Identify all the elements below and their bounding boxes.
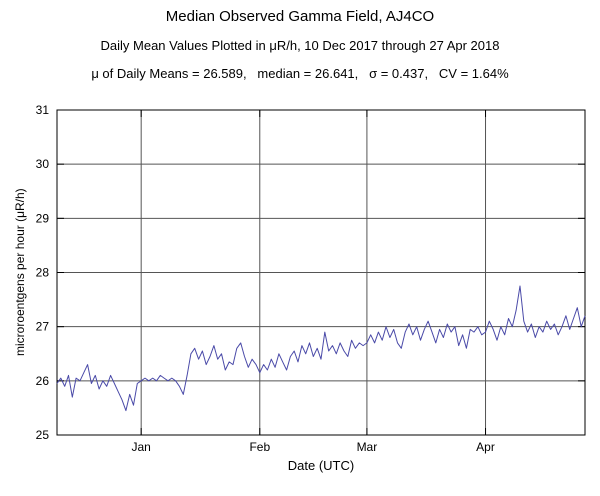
plot-border [56,109,586,436]
y-tick-label: 31 [36,103,50,117]
data-line [56,285,586,412]
chart-title: Median Observed Gamma Field, AJ4CO [165,8,435,25]
y-tick-label: 29 [36,211,50,225]
chart-subtitle: Daily Mean Values Plotted in μR/h, 10 De… [100,38,500,53]
x-axis-label: Date (UTC) [287,458,355,473]
y-tick-label: 28 [36,266,50,280]
chart-stats-line: μ of Daily Means = 26.589, median = 26.6… [91,66,509,81]
x-tick-label: Apr [476,440,495,454]
y-tick-label: 27 [36,320,50,334]
y-tick-label: 26 [36,374,50,388]
y-tick-label: 30 [36,157,50,171]
x-tick-label: Feb [249,440,270,454]
x-tick-label: Jan [131,440,150,454]
y-axis-label: microroentgens per hour (μR/h) [13,188,27,357]
x-tick-label: Mar [357,440,378,454]
y-tick-label: 25 [36,428,50,442]
